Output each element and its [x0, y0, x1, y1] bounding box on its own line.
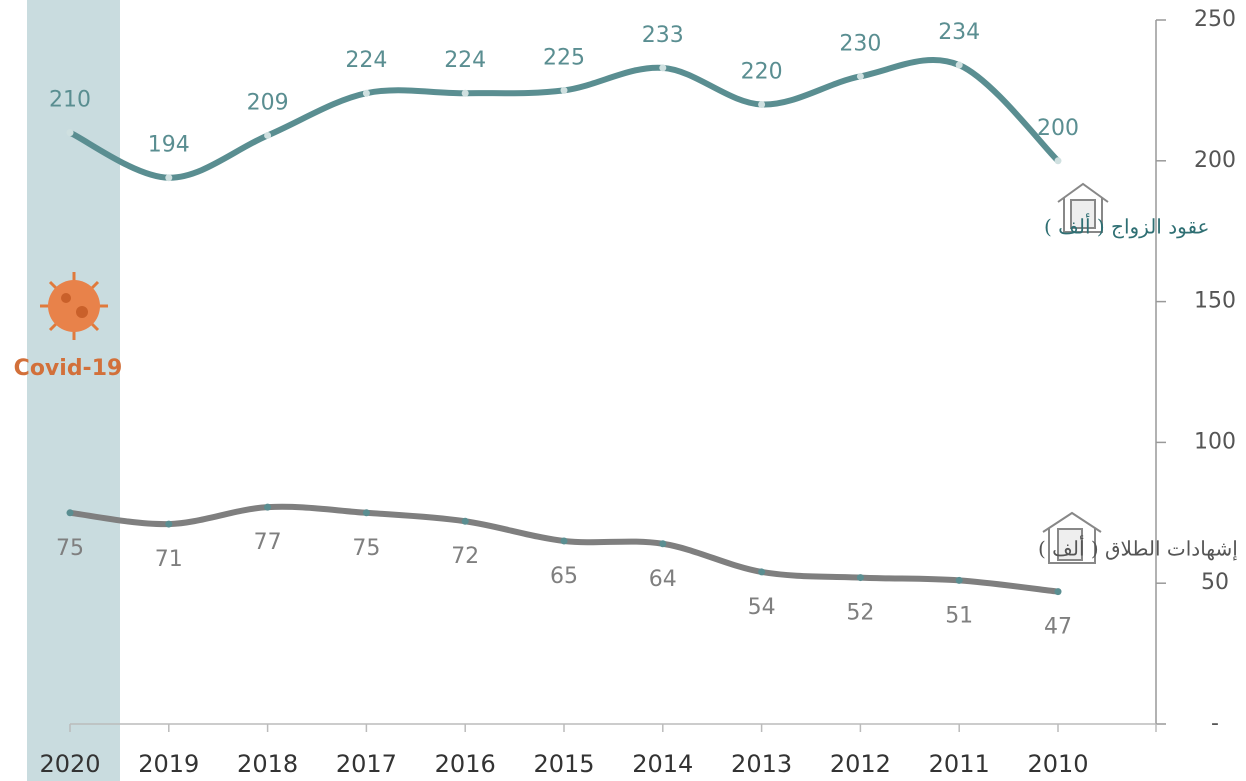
data-point: [264, 132, 271, 139]
data-point: [363, 509, 370, 516]
x-tick-label: 2012: [830, 750, 891, 778]
data-point: [659, 64, 666, 71]
data-point: [363, 90, 370, 97]
data-label: 51: [945, 603, 973, 628]
x-tick-label: 2010: [1027, 750, 1088, 778]
virus-icon: [40, 272, 108, 340]
data-point: [462, 518, 469, 525]
x-tick-label: 2017: [336, 750, 397, 778]
data-point: [956, 577, 963, 584]
y-tick-label: 150: [1194, 289, 1236, 314]
data-label: 65: [550, 564, 578, 589]
data-label: 64: [649, 567, 677, 592]
legend-label: عقود الزواج ( ألف ): [1044, 213, 1210, 239]
annotation: Covid-19: [14, 356, 123, 381]
x-tick-label: 2016: [435, 750, 496, 778]
data-label: 47: [1044, 615, 1072, 640]
data-label: 234: [938, 20, 980, 45]
data-point: [67, 509, 74, 516]
data-point: [1055, 157, 1062, 164]
data-label: 230: [839, 31, 881, 56]
x-tick-label: 2020: [39, 750, 100, 778]
data-label: 210: [49, 88, 91, 113]
x-tick-label: 2011: [929, 750, 990, 778]
data-label: 224: [345, 48, 387, 73]
x-tick-label: 2019: [138, 750, 199, 778]
y-tick-label: 50: [1201, 570, 1229, 595]
covid-highlight: [27, 0, 120, 781]
data-point: [264, 504, 271, 511]
data-label: 72: [451, 544, 479, 569]
data-point: [165, 174, 172, 181]
data-label: 225: [543, 45, 585, 70]
data-label: 71: [155, 547, 183, 572]
y-tick-label: 100: [1194, 429, 1236, 454]
data-label: 224: [444, 48, 486, 73]
data-label: 194: [148, 133, 190, 158]
x-tick-label: 2018: [237, 750, 298, 778]
y-tick-label: -: [1211, 711, 1219, 736]
data-point: [462, 90, 469, 97]
data-point: [659, 540, 666, 547]
data-label: 220: [741, 59, 783, 84]
y-tick-label: 200: [1194, 148, 1236, 173]
data-point: [67, 129, 74, 136]
data-point: [561, 87, 568, 94]
data-label: 200: [1037, 116, 1079, 141]
legend-label: إشهادات الطلاق ( ألف ): [1038, 535, 1238, 562]
data-point: [1055, 588, 1062, 595]
data-point: [857, 73, 864, 80]
y-tick-label: 250: [1194, 7, 1236, 32]
x-tick-label: 2015: [533, 750, 594, 778]
data-point: [857, 574, 864, 581]
x-tick-label: 2013: [731, 750, 792, 778]
data-label: 52: [846, 601, 874, 626]
x-tick-label: 2014: [632, 750, 693, 778]
series-line: [70, 60, 1058, 178]
data-label: 233: [642, 23, 684, 48]
data-label: 209: [247, 90, 289, 115]
data-point: [956, 62, 963, 69]
data-point: [561, 537, 568, 544]
data-label: 77: [254, 530, 282, 555]
data-point: [165, 521, 172, 528]
data-point: [758, 568, 765, 575]
data-label: 75: [56, 536, 84, 561]
data-label: 54: [748, 595, 776, 620]
data-label: 75: [352, 536, 380, 561]
chart: Covid-19 - 50 100 150 200 250 2020 2019 2018 2017…: [0, 0, 1246, 781]
data-point: [758, 101, 765, 108]
